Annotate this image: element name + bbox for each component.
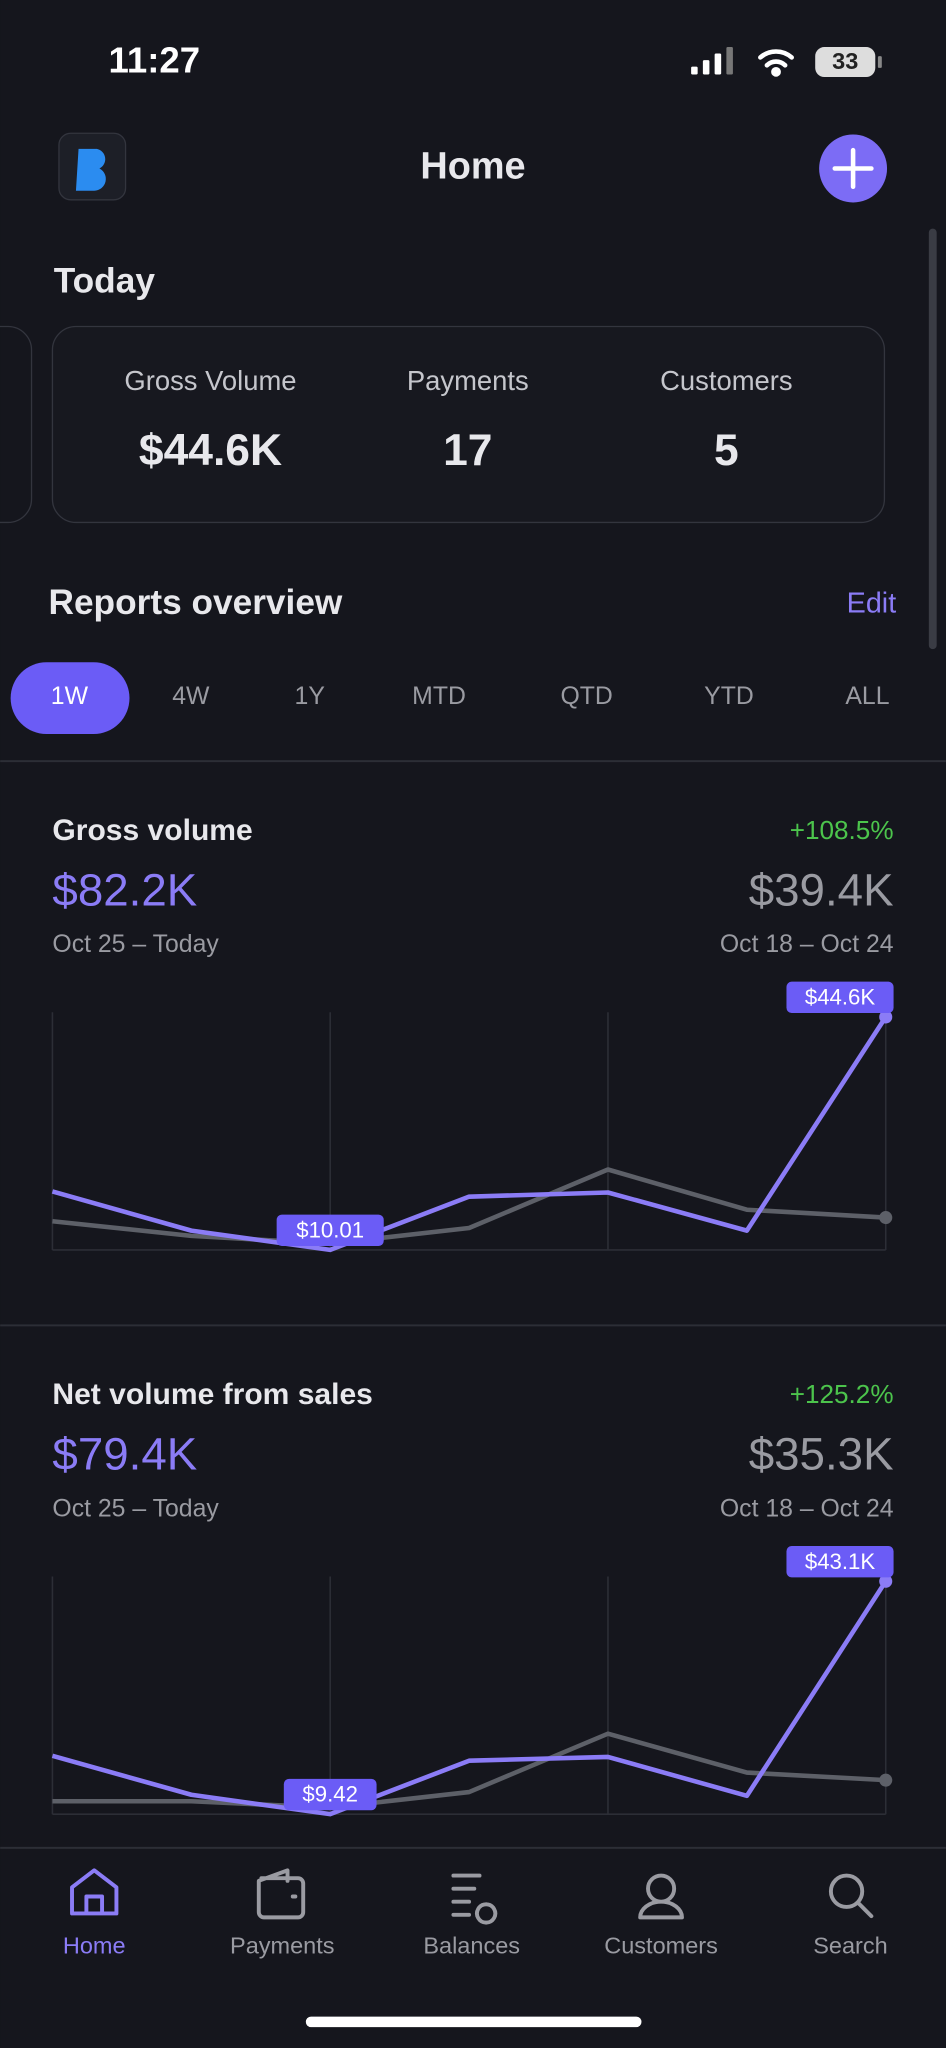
value-label: $10.01: [296, 1217, 364, 1242]
end-dot: [879, 1010, 893, 1024]
section-title: Today: [54, 262, 156, 301]
previous-period: Oct 18 – Oct 24: [720, 1495, 894, 1522]
payments-icon: [256, 1868, 306, 1920]
stat-value: 17: [443, 426, 492, 475]
nav-divider: [0, 1846, 946, 1849]
scrollbar: [928, 228, 937, 650]
stat-label: Payments: [407, 365, 529, 396]
wifi-icon: [758, 49, 794, 77]
value-label-bg: [786, 981, 894, 1014]
current-period: Oct 25 – Today: [52, 931, 219, 958]
tab[interactable]: QTD: [560, 683, 612, 710]
end-dot: [879, 1574, 893, 1588]
series-line: [52, 1167, 886, 1246]
tab[interactable]: 1W: [51, 683, 89, 710]
report-card[interactable]: Gross volume +108.5% $82.2K $39.4K Oct 25 – …: [51, 814, 894, 1253]
divider: [0, 1324, 946, 1327]
value-label: $43.1K: [805, 1549, 876, 1574]
tab[interactable]: 1Y: [295, 683, 325, 710]
previous-value: $35.3K: [749, 1429, 894, 1480]
chart-title: Gross volume: [52, 814, 252, 847]
current-period: Oct 25 – Today: [52, 1495, 219, 1522]
battery-level: 33: [832, 48, 858, 74]
nav-label[interactable]: Search: [813, 1933, 887, 1959]
balances-icon: [451, 1873, 498, 1925]
value-label-bg: [276, 1214, 384, 1246]
previous-period: Oct 18 – Oct 24: [720, 931, 894, 958]
stat-value: $44.6K: [139, 426, 282, 475]
battery-icon: [815, 47, 876, 78]
nav-label[interactable]: Customers: [604, 1933, 718, 1959]
page-title: Home: [420, 145, 525, 187]
tab-bar: 1W 4W 1Y MTD QTD YTD ALL: [10, 662, 890, 735]
edit-link[interactable]: Edit: [847, 587, 897, 619]
series-line: [51, 1580, 888, 1817]
change: +108.5%: [790, 815, 894, 845]
change: +125.2%: [790, 1379, 894, 1409]
series-line: [52, 1731, 886, 1811]
end-dot: [879, 1211, 893, 1225]
value-label: $44.6K: [805, 985, 876, 1010]
home-indicator: [305, 2016, 642, 2028]
home-icon: [70, 1868, 119, 1916]
tab[interactable]: ALL: [845, 683, 889, 710]
section-title: Reports overview: [49, 583, 343, 622]
nav-label[interactable]: Balances: [423, 1933, 520, 1959]
logo-mark: [75, 148, 106, 191]
nav-bar: [0, 1846, 946, 2048]
value-label-bg: [786, 1545, 894, 1578]
nav-label[interactable]: Payments: [230, 1933, 335, 1959]
today-card[interactable]: [51, 325, 886, 524]
search-icon: [828, 1873, 874, 1919]
value-label-bg: [283, 1778, 377, 1811]
series-line: [51, 1015, 888, 1253]
value-label: $9.42: [302, 1782, 358, 1807]
tab-active-bg: [10, 662, 130, 735]
signal-icon: [691, 47, 733, 75]
current-value: $79.4K: [52, 1429, 197, 1480]
tab[interactable]: YTD: [704, 683, 754, 710]
previous-value: $39.4K: [749, 864, 894, 915]
status-time: 11:27: [109, 39, 201, 80]
stat-value: 5: [714, 426, 739, 475]
nav-label[interactable]: Home: [63, 1933, 126, 1959]
customers-icon: [638, 1873, 684, 1920]
chart-title: Net volume from sales: [52, 1378, 372, 1411]
tab[interactable]: 4W: [172, 683, 210, 710]
tab[interactable]: MTD: [412, 683, 466, 710]
prev-card[interactable]: [0, 325, 33, 524]
charts: Gross volume +108.5% $82.2K $39.4K Oct 25 – …: [51, 814, 894, 1817]
divider: [0, 760, 946, 763]
stat-label: Customers: [660, 365, 793, 396]
current-value: $82.2K: [52, 864, 197, 915]
report-card[interactable]: Net volume from sales +125.2% $79.4K $35.3K…: [51, 1378, 894, 1817]
battery-tip: [877, 56, 882, 68]
stat-label: Gross Volume: [124, 365, 296, 396]
add-icon: [832, 147, 874, 190]
end-dot: [879, 1773, 893, 1787]
